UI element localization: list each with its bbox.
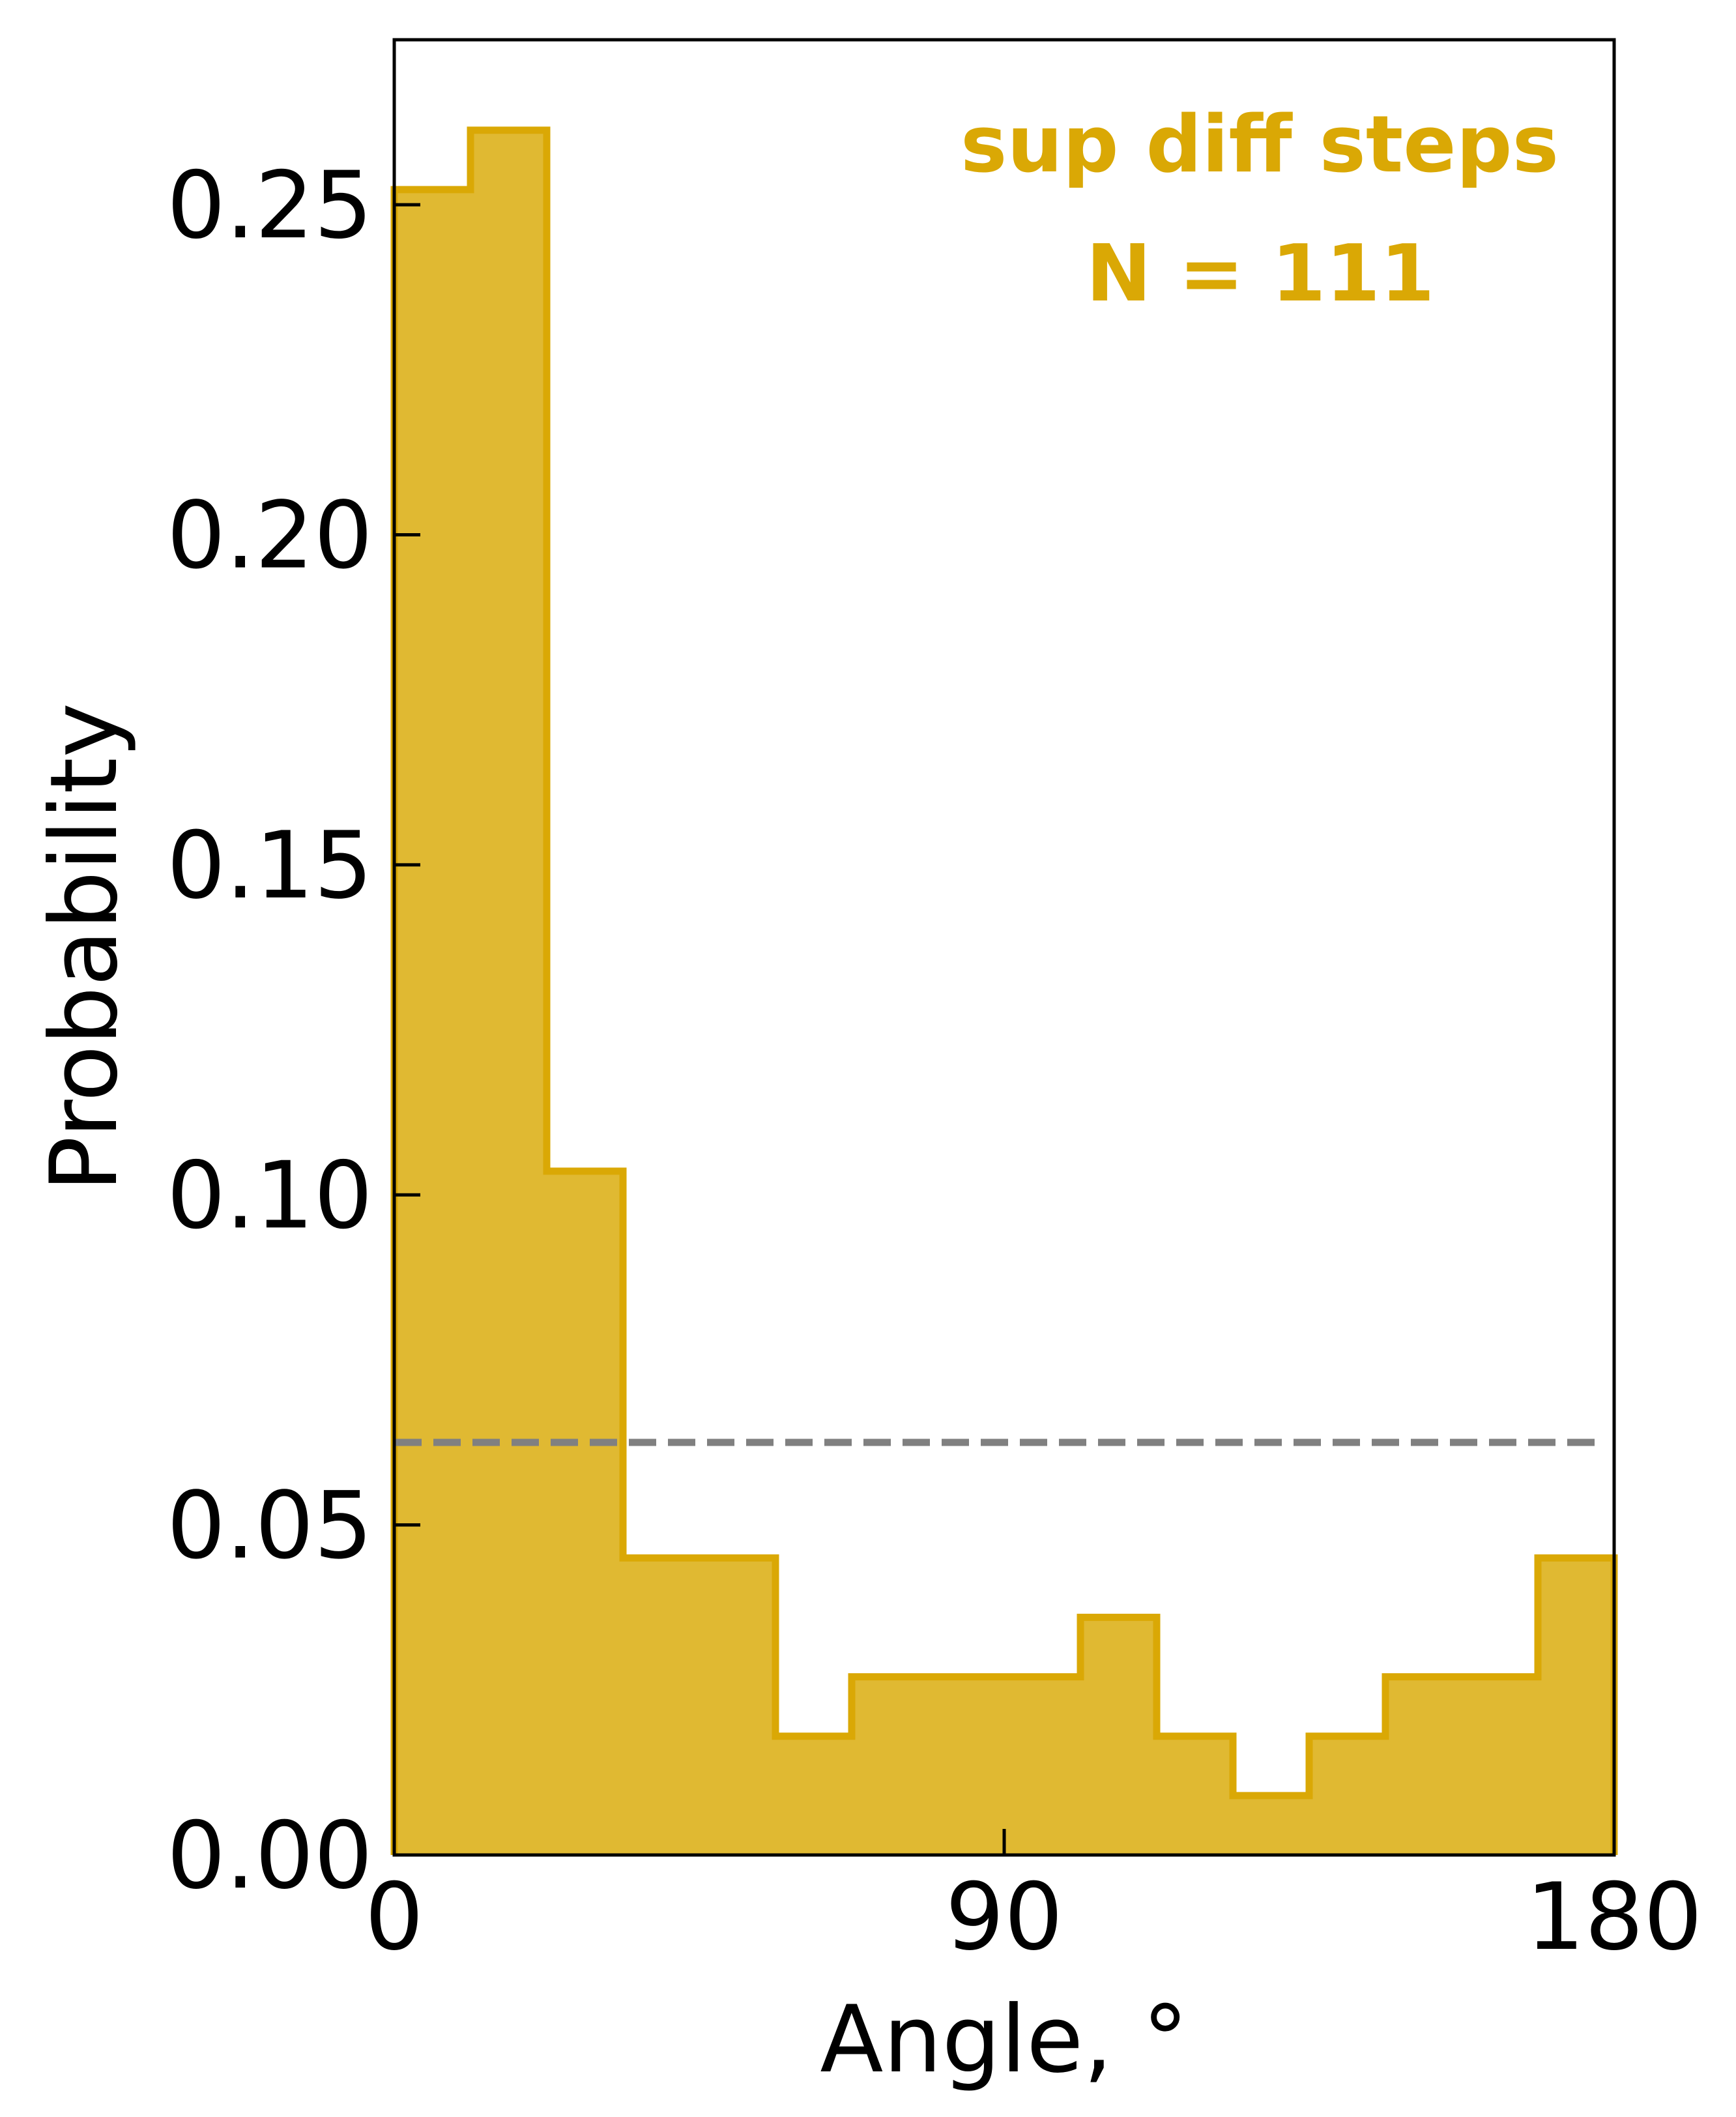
y-tick-label: 0.15 [167, 812, 373, 920]
y-axis-title: Probability [31, 703, 138, 1192]
x-tick-label: 180 [1526, 1863, 1702, 1971]
histogram-outline [390, 126, 1618, 1855]
y-tick-label: 0.25 [167, 152, 373, 259]
y-tick-label: 0.20 [167, 482, 373, 590]
histogram-fill [394, 130, 1614, 1855]
axis-ticks: 0.00 0.05 0.10 0.15 0.20 0.25 0 90 180 [167, 152, 1703, 1971]
annotation-label: sup diff steps [961, 100, 1559, 190]
y-tick-label: 0.05 [167, 1472, 373, 1580]
y-tick-label: 0.00 [167, 1802, 373, 1910]
x-axis-title: Angle, ° [820, 1986, 1188, 2094]
y-tick-label: 0.10 [167, 1142, 373, 1249]
x-tick-label: 90 [946, 1863, 1063, 1971]
plot-area [390, 126, 1618, 1855]
x-tick-label: 0 [365, 1863, 424, 1971]
annotation-count: N = 111 [1086, 229, 1434, 319]
